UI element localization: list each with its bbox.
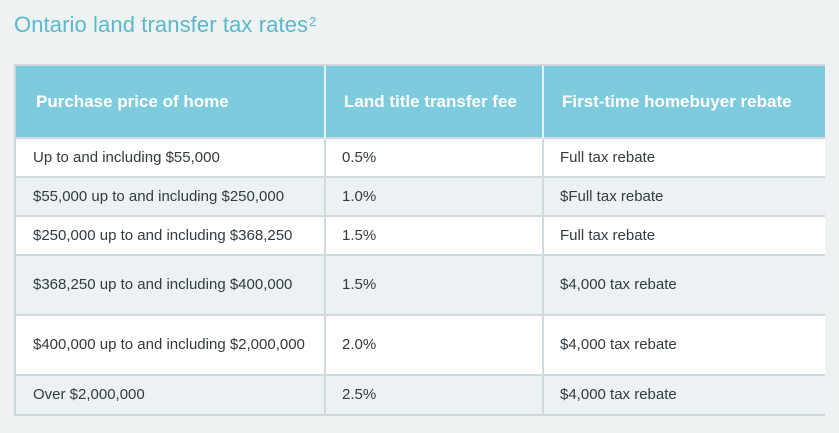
- cell-homebuyer-rebate: $4,000 tax rebate: [543, 314, 825, 375]
- cell-purchase-price: Over $2,000,000: [16, 374, 326, 414]
- cell-purchase-price: $400,000 up to and including $2,000,000: [16, 314, 326, 375]
- table-row: $368,250 up to and including $400,000 1.…: [16, 254, 825, 315]
- cell-homebuyer-rebate: $4,000 tax rebate: [543, 254, 825, 315]
- cell-transfer-fee: 1.5%: [325, 215, 544, 255]
- table-row: Over $2,000,000 2.5% $4,000 tax rebate: [16, 374, 825, 414]
- cell-purchase-price: $55,000 up to and including $250,000: [16, 176, 326, 216]
- header-transfer-fee: Land title transfer fee: [325, 66, 544, 138]
- cell-homebuyer-rebate: $Full tax rebate: [543, 176, 825, 216]
- cell-transfer-fee: 1.5%: [325, 254, 544, 315]
- rates-table-container: Purchase price of home Land title transf…: [14, 64, 825, 416]
- table-row: $55,000 up to and including $250,000 1.0…: [16, 176, 825, 216]
- rates-table: Purchase price of home Land title transf…: [16, 66, 825, 414]
- cell-transfer-fee: 2.5%: [325, 374, 544, 414]
- cell-purchase-price: $250,000 up to and including $368,250: [16, 215, 326, 255]
- cell-transfer-fee: 2.0%: [325, 314, 544, 375]
- header-purchase-price: Purchase price of home: [16, 66, 326, 138]
- cell-homebuyer-rebate: $4,000 tax rebate: [543, 374, 825, 414]
- cell-transfer-fee: 0.5%: [325, 137, 544, 177]
- table-row: Up to and including $55,000 0.5% Full ta…: [16, 137, 825, 177]
- table-header-row: Purchase price of home Land title transf…: [16, 66, 825, 138]
- cell-transfer-fee: 1.0%: [325, 176, 544, 216]
- cell-homebuyer-rebate: Full tax rebate: [543, 215, 825, 255]
- cell-purchase-price: Up to and including $55,000: [16, 137, 326, 177]
- page-title-text: Ontario land transfer tax rates: [14, 12, 309, 37]
- cell-purchase-price: $368,250 up to and including $400,000: [16, 254, 326, 315]
- footnote-marker: 2: [309, 14, 317, 29]
- page-title: Ontario land transfer tax rates2: [14, 10, 316, 40]
- cell-homebuyer-rebate: Full tax rebate: [543, 137, 825, 177]
- table-row: $250,000 up to and including $368,250 1.…: [16, 215, 825, 255]
- header-homebuyer-rebate: First-time homebuyer rebate: [543, 66, 825, 138]
- table-row: $400,000 up to and including $2,000,000 …: [16, 314, 825, 375]
